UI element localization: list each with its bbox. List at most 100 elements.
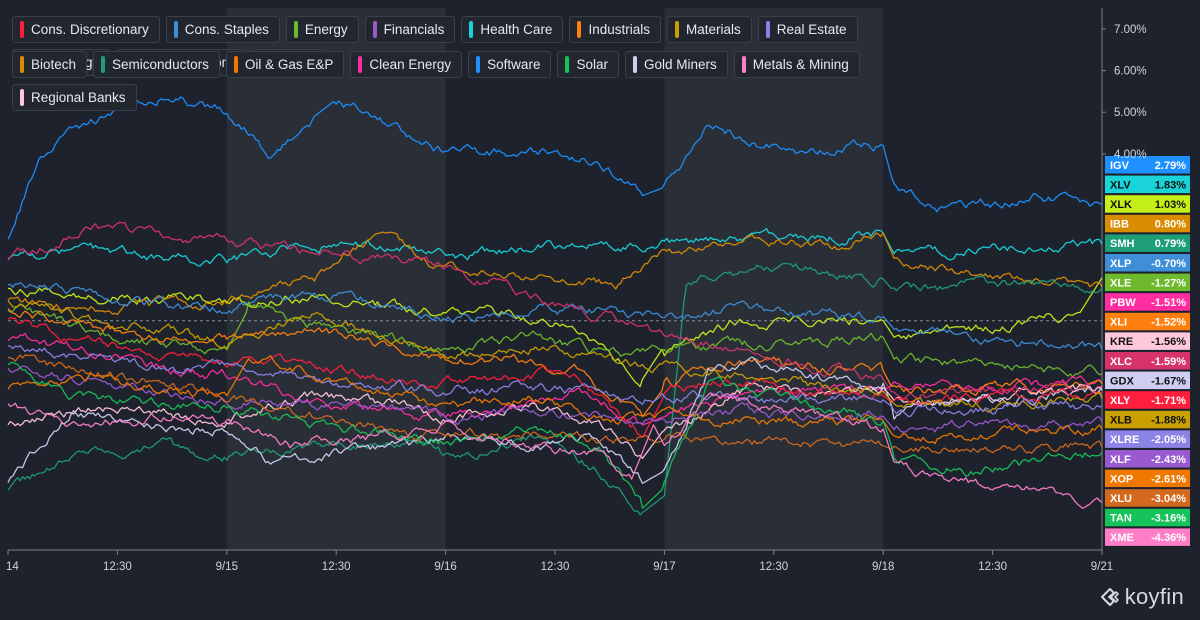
series-line-xle xyxy=(7,301,1103,378)
legend-chip-cons-discretionary[interactable]: Cons. Discretionary xyxy=(12,16,160,43)
x-tick-label: 12:30 xyxy=(541,561,570,573)
end-label-box-xme xyxy=(1105,528,1190,546)
legend-chip-software[interactable]: Software xyxy=(468,51,552,78)
end-label-value: -3.16% xyxy=(1151,513,1186,525)
end-label-value: 2.79% xyxy=(1155,160,1186,172)
end-label-ticker: XLB xyxy=(1110,415,1132,427)
legend-swatch xyxy=(293,21,298,38)
x-tick-label: 9/18 xyxy=(872,561,894,573)
legend-chip-clean-energy[interactable]: Clean Energy xyxy=(350,51,463,78)
end-label-value: 0.80% xyxy=(1155,219,1186,231)
y-tick-label: 6.00% xyxy=(1114,66,1147,78)
series-lines xyxy=(7,96,1103,516)
end-label-ticker: KRE xyxy=(1110,336,1133,348)
y-axis-ticks: 7.00% 6.00% 5.00% 4.00% xyxy=(1102,24,1147,161)
legend-swatch xyxy=(372,21,377,38)
legend-swatch xyxy=(101,56,106,73)
legend-chip-cons-staples[interactable]: Cons. Staples xyxy=(165,16,280,43)
legend-label: Real Estate xyxy=(776,22,847,37)
end-label-box-xlp xyxy=(1105,254,1190,272)
end-label-box-tan xyxy=(1105,508,1190,527)
legend-chip-energy[interactable]: Energy xyxy=(285,16,359,43)
end-label-value: 1.03% xyxy=(1155,199,1186,211)
series-line-xlv xyxy=(7,228,1103,267)
x-tick-label: 9/21 xyxy=(1091,561,1113,573)
end-label-ticker: XLP xyxy=(1110,258,1131,270)
end-label-ticker: XLK xyxy=(1110,199,1132,211)
end-label-value: -1.52% xyxy=(1151,317,1186,329)
legend-chip-industrials[interactable]: Industrials xyxy=(569,16,661,43)
x-tick-label: 9/16 xyxy=(434,561,456,573)
end-label-box-ibb xyxy=(1105,214,1190,233)
end-label-box-xlu xyxy=(1105,489,1190,507)
legend-chip-solar[interactable]: Solar xyxy=(557,51,619,78)
legend-chip-materials[interactable]: Materials xyxy=(666,16,752,43)
legend-swatch xyxy=(765,21,770,38)
legend-label: Semiconductors xyxy=(112,57,209,72)
end-label-value: -1.51% xyxy=(1151,297,1186,309)
legend-chip-financials[interactable]: Financials xyxy=(364,16,456,43)
y-tick-label: 5.00% xyxy=(1114,107,1147,119)
end-label-box-kre xyxy=(1105,332,1190,350)
legend-swatch xyxy=(741,56,746,73)
end-label-box-xlv xyxy=(1105,175,1190,194)
end-label-box-gdx xyxy=(1105,371,1190,390)
end-label-value: -1.56% xyxy=(1151,336,1186,348)
legend-chip-gold-miners[interactable]: Gold Miners xyxy=(624,51,728,78)
legend-swatch xyxy=(674,21,679,38)
end-label-value: -1.67% xyxy=(1151,375,1186,387)
end-labels: IGV 2.79% XLV 1.83% XLK 1.03% IBB 0.80% SMH 0.79%… xyxy=(1105,156,1190,546)
end-label-box-xlc xyxy=(1105,352,1190,370)
session-shading xyxy=(8,8,1102,550)
koyfin-mark-icon xyxy=(1100,588,1119,606)
legend-swatch xyxy=(632,56,637,73)
x-tick-label: 14 xyxy=(6,561,19,573)
end-label-ticker: XLF xyxy=(1110,454,1131,466)
legend-swatch xyxy=(577,21,582,38)
end-label-value: -2.05% xyxy=(1151,434,1186,446)
end-label-ticker: XME xyxy=(1110,532,1134,544)
legend-label: Health Care xyxy=(480,22,553,37)
end-label-ticker: XLY xyxy=(1110,395,1131,407)
series-line-xlu xyxy=(7,354,1103,454)
series-line-xlb xyxy=(7,300,1103,413)
series-line-xlp xyxy=(7,282,1103,351)
legend-chip-metals-mining[interactable]: Metals & Mining xyxy=(733,51,860,78)
series-line-xly xyxy=(7,317,1103,439)
series-line-gdx xyxy=(7,356,1103,484)
x-tick-label: 9/15 xyxy=(216,561,238,573)
legend-swatch xyxy=(20,89,24,106)
series-line-xlf xyxy=(7,365,1103,433)
legend-label: Regional Banks xyxy=(31,90,126,105)
legend-label: Oil & Gas E&P xyxy=(244,57,334,72)
end-label-ticker: XLRE xyxy=(1110,434,1139,446)
legend-label: Cons. Staples xyxy=(184,22,269,37)
series-line-xme xyxy=(7,392,1103,509)
legend-label: Materials xyxy=(685,22,741,37)
end-label-ticker: XLE xyxy=(1110,277,1131,289)
legend-chip-regional-banks[interactable]: Regional Banks xyxy=(12,84,137,111)
x-axis-ticks: 14 12:30 9/15 12:30 9/16 12:30 9/17 12:30 9/18 12… xyxy=(6,550,1113,573)
legend-swatch xyxy=(20,21,24,38)
legend-chip-real-estate[interactable]: Real Estate xyxy=(757,16,858,43)
legend-label: Industrials xyxy=(588,22,650,37)
y-tick-label: 4.00% xyxy=(1114,149,1147,161)
end-label-value: 0.79% xyxy=(1155,238,1186,250)
legend-chip-health-care[interactable]: Health Care xyxy=(461,16,564,43)
end-label-box-xlk xyxy=(1105,195,1190,213)
y-tick-label: 7.00% xyxy=(1114,24,1147,36)
end-label-ticker: XOP xyxy=(1110,473,1133,485)
x-tick-label: 12:30 xyxy=(103,561,132,573)
legend-chip-oil-gas-e-p[interactable]: Oil & Gas E&P xyxy=(225,51,345,78)
legend-label: Gold Miners xyxy=(643,57,717,72)
end-label-box-igv xyxy=(1105,156,1190,174)
end-label-value: -1.71% xyxy=(1151,395,1186,407)
legend-chip-biotech[interactable]: Biotech xyxy=(12,51,88,78)
end-label-ticker: XLU xyxy=(1110,493,1132,505)
legend-swatch xyxy=(173,21,178,38)
end-label-box-xle xyxy=(1105,273,1190,292)
end-label-value: -4.36% xyxy=(1151,532,1186,544)
end-label-value: 1.83% xyxy=(1155,179,1186,191)
legend-chip-semiconductors[interactable]: Semiconductors xyxy=(93,51,220,78)
